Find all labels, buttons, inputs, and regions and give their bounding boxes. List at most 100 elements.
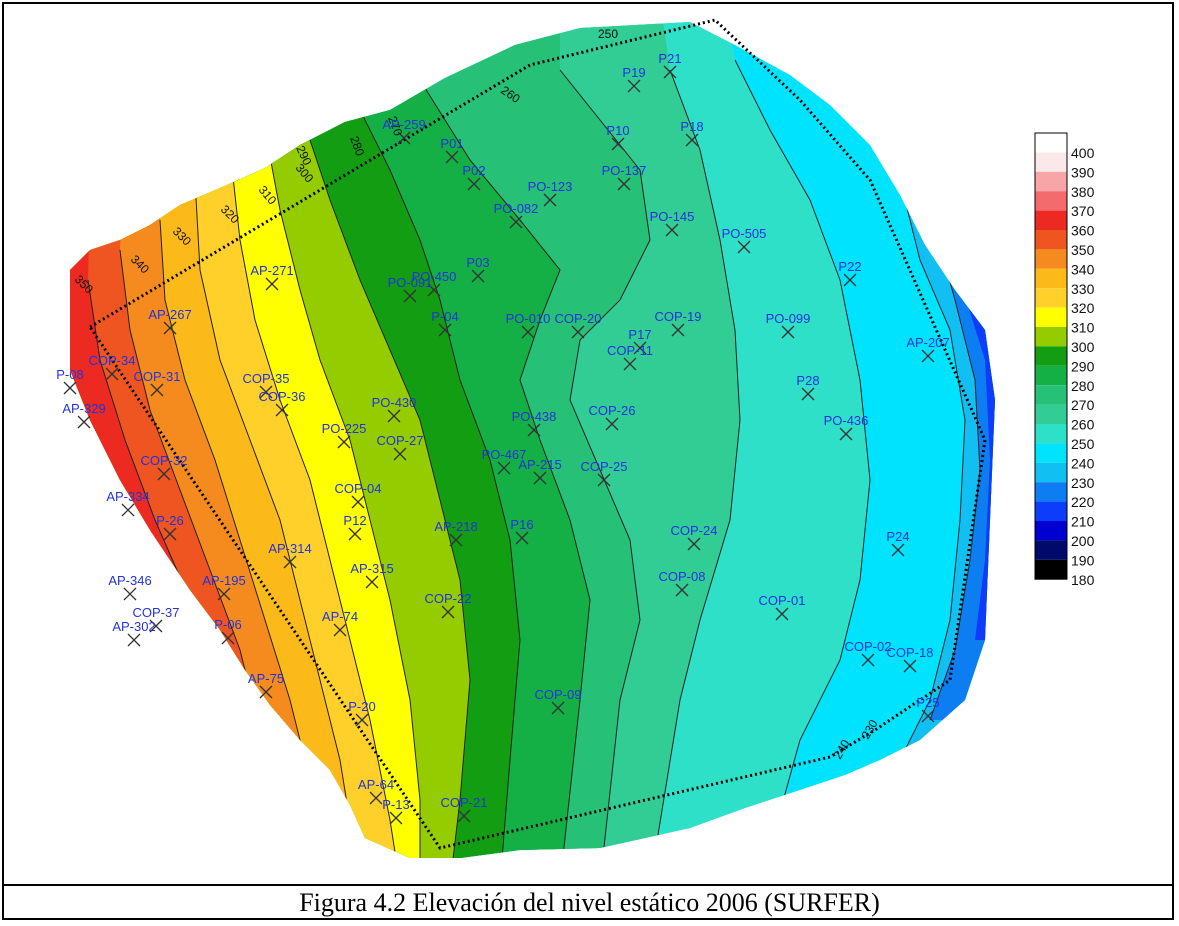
legend-label: 360: [1071, 223, 1095, 239]
well-marker: COP-11: [607, 343, 653, 371]
well-label: COP-04: [335, 481, 382, 496]
well-marker: PO-430: [372, 395, 416, 423]
legend-label: 300: [1071, 339, 1095, 355]
well-label: P-08: [56, 367, 83, 382]
legend-label: 400: [1071, 145, 1095, 161]
well-label: AP-315: [350, 561, 393, 576]
well-marker: AP-329: [62, 401, 106, 429]
x-marker-icon: [259, 385, 273, 399]
well-label: COP-37: [133, 605, 180, 620]
well-label: AP-195: [202, 573, 245, 588]
legend-swatch: [1035, 346, 1067, 366]
well-label: P-26: [156, 513, 183, 528]
x-marker-icon: [781, 325, 795, 339]
x-marker-icon: [387, 409, 401, 423]
x-marker-icon: [348, 527, 362, 541]
well-marker: P-26: [156, 513, 184, 541]
well-marker: AP-218: [434, 519, 478, 547]
x-marker-icon: [265, 277, 279, 291]
well-label: AP-64: [358, 777, 394, 792]
x-marker-icon: [921, 709, 935, 723]
x-marker-icon: [123, 587, 137, 601]
x-marker-icon: [597, 473, 611, 487]
legend-label: 340: [1071, 261, 1095, 277]
well-marker: COP-35: [243, 371, 289, 399]
x-marker-icon: [687, 537, 701, 551]
legend-swatch: [1035, 171, 1067, 192]
x-marker-icon: [861, 653, 875, 667]
figure-caption: Figura 4.2 Elevación del nivel estático …: [299, 888, 880, 917]
legend-swatch: [1035, 210, 1067, 230]
x-marker-icon: [365, 575, 379, 589]
x-marker-icon: [77, 415, 91, 429]
well-marker: P12: [343, 513, 367, 541]
well-marker: COP-37: [133, 605, 180, 633]
well-label: AP-267: [148, 307, 191, 322]
x-marker-icon: [283, 555, 297, 569]
legend-swatch: [1035, 521, 1067, 541]
x-marker-icon: [605, 417, 619, 431]
well-marker: P-13: [382, 797, 410, 825]
well-marker: COP-19: [655, 309, 701, 337]
x-marker-icon: [355, 713, 369, 727]
legend-swatch: [1035, 540, 1067, 560]
x-marker-icon: [467, 177, 481, 191]
legend-label: 260: [1071, 417, 1095, 433]
well-label: COP-31: [134, 369, 181, 384]
x-marker-icon: [457, 809, 471, 823]
well-marker: COP-20: [555, 311, 601, 339]
contour-label: 280: [347, 134, 367, 158]
well-marker: AP-259: [382, 117, 426, 145]
well-marker: PO-225: [322, 421, 366, 449]
x-marker-icon: [157, 467, 171, 481]
well-marker: COP-08: [659, 569, 705, 597]
well-marker: P-06: [214, 617, 242, 645]
legend-label: 180: [1071, 572, 1095, 588]
well-label: P02: [462, 163, 485, 178]
well-marker: PO-099: [766, 311, 811, 339]
caption-divider: [2, 884, 1174, 886]
x-marker-icon: [921, 349, 935, 363]
well-label: PO-436: [824, 413, 869, 428]
legend-swatch: [1035, 249, 1067, 269]
well-label: P-04: [431, 309, 458, 324]
well-label: PO-099: [766, 311, 811, 326]
legend-swatch: [1035, 133, 1067, 153]
well-marker: P-08: [56, 367, 84, 395]
well-marker: AP-271: [250, 263, 294, 291]
well-label: PO-438: [512, 409, 557, 424]
legend-label: 220: [1071, 494, 1095, 510]
well-marker: PO-505: [722, 226, 766, 254]
well-marker: P17: [628, 327, 652, 355]
x-marker-icon: [397, 131, 411, 145]
well-label: P22: [838, 259, 861, 274]
well-label: AP-207: [906, 335, 949, 350]
contour-label: 250: [598, 27, 618, 41]
well-label: P10: [606, 123, 629, 138]
well-label: COP-27: [377, 433, 424, 448]
x-marker-icon: [389, 811, 403, 825]
x-marker-icon: [403, 289, 417, 303]
legend-label: 390: [1071, 164, 1095, 180]
x-marker-icon: [551, 701, 565, 715]
well-label: P-13: [382, 797, 409, 812]
x-marker-icon: [333, 623, 347, 637]
well-label: AP-329: [62, 401, 105, 416]
well-marker: P10: [606, 123, 630, 151]
well-label: COP-18: [887, 645, 934, 660]
legend-label: 190: [1071, 552, 1095, 568]
well-marker: PO-091: [388, 275, 432, 303]
legend-swatch: [1035, 462, 1067, 483]
legend-swatch: [1035, 404, 1067, 424]
well-label: P03: [466, 255, 489, 270]
well-marker: COP-25: [581, 459, 627, 487]
well-marker: AP-267: [148, 307, 192, 335]
x-marker-icon: [105, 367, 119, 381]
legend-label: 380: [1071, 184, 1095, 200]
well-label: P16: [510, 517, 533, 532]
well-marker: COP-18: [887, 645, 934, 673]
well-label: P12: [343, 513, 366, 528]
legend-label: 210: [1071, 514, 1095, 530]
contour-label: 270: [385, 114, 405, 138]
x-marker-icon: [127, 633, 141, 647]
